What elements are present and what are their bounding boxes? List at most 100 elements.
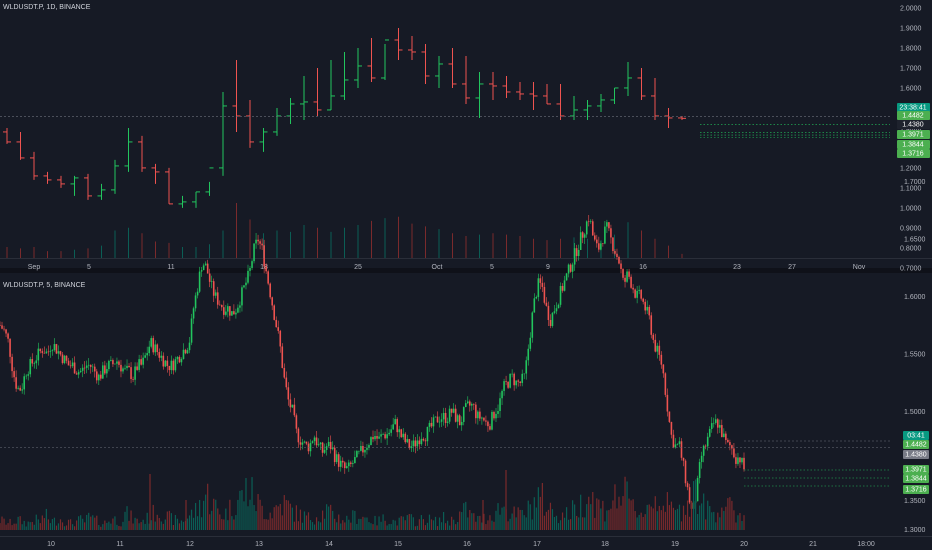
bottom-candle bbox=[452, 403, 455, 414]
candle-body bbox=[339, 460, 342, 467]
bottom-candle bbox=[110, 356, 112, 362]
bottom-volume-bar bbox=[162, 523, 164, 530]
bottom-candle bbox=[229, 306, 231, 321]
bottom-candle bbox=[124, 364, 126, 371]
candle-body bbox=[97, 374, 100, 381]
bottom-candle bbox=[714, 414, 717, 425]
bottom-candle bbox=[456, 413, 459, 429]
candle-body bbox=[198, 271, 201, 292]
bottom-volume-bar bbox=[31, 521, 33, 530]
candle-body bbox=[57, 351, 60, 354]
bottom-volume-bar bbox=[636, 517, 638, 530]
bottom-candle bbox=[348, 459, 350, 472]
bottom-candle bbox=[202, 263, 205, 271]
candle-body bbox=[23, 376, 25, 390]
bottom-volume-bar bbox=[697, 513, 699, 530]
bottom-volume-bar bbox=[317, 521, 320, 530]
candle-body bbox=[729, 442, 731, 446]
bottom-volume-bar bbox=[709, 506, 711, 530]
bottom-volume-bar bbox=[322, 510, 324, 530]
bottom-volume-bar bbox=[245, 478, 247, 530]
bottom-x-tick-label: 18:00 bbox=[857, 541, 875, 548]
bottom-x-tick-label: 16 bbox=[463, 541, 471, 548]
top-volume-bar bbox=[546, 240, 548, 258]
bottom-candle bbox=[79, 367, 82, 373]
bottom-candle bbox=[547, 301, 550, 327]
top-ohlc-bar bbox=[16, 131, 25, 160]
bottom-candle bbox=[279, 329, 282, 353]
bottom-volume-bar bbox=[144, 523, 146, 530]
bottom-volume-bar bbox=[735, 522, 737, 530]
candle-body bbox=[487, 421, 489, 427]
bottom-volume-bar bbox=[293, 521, 295, 530]
bottom-candle bbox=[180, 357, 183, 366]
candle-body bbox=[686, 483, 689, 488]
bottom-candle bbox=[523, 373, 526, 380]
bottom-candle bbox=[321, 441, 324, 457]
bottom-candle bbox=[454, 404, 457, 423]
top-ohlc-bar bbox=[624, 61, 632, 96]
top-ohlc-bar bbox=[259, 127, 268, 152]
bottom-volume-bar bbox=[701, 503, 703, 530]
candle-body bbox=[565, 273, 568, 281]
candle-body bbox=[741, 457, 743, 463]
bottom-volume-bar bbox=[378, 516, 380, 530]
bottom-volume-bar bbox=[364, 517, 366, 530]
bottom-candle bbox=[136, 362, 138, 371]
bottom-volume-bar bbox=[442, 512, 445, 530]
candle-body bbox=[598, 243, 600, 250]
bottom-candle bbox=[579, 226, 582, 250]
bottom-volume-bar bbox=[402, 516, 404, 530]
candle-body bbox=[279, 330, 282, 347]
top-volume-bar bbox=[573, 237, 575, 258]
top-y-tick-label: 1.0000 bbox=[900, 205, 922, 212]
candle-body bbox=[704, 445, 707, 447]
candle-body bbox=[547, 305, 550, 321]
bottom-candle bbox=[218, 300, 221, 306]
bottom-candle bbox=[420, 432, 423, 446]
bottom-candle bbox=[727, 438, 729, 443]
top-volume-bar bbox=[357, 225, 359, 258]
top-ohlc-bar bbox=[138, 135, 146, 172]
bottom-volume-bar bbox=[586, 504, 588, 530]
candle-body bbox=[289, 399, 292, 408]
bottom-volume-bar bbox=[678, 504, 681, 530]
bottom-volume-bar bbox=[174, 514, 177, 530]
bottom-candle bbox=[640, 289, 642, 301]
bottom-volume-bar bbox=[29, 522, 31, 530]
bottom-volume-bar bbox=[309, 520, 312, 530]
bottom-candle bbox=[313, 435, 316, 446]
bottom-volume-bar bbox=[436, 526, 439, 530]
bottom-candle bbox=[380, 429, 382, 443]
candle-body bbox=[596, 239, 598, 244]
candle-body bbox=[311, 441, 314, 443]
candle-body bbox=[295, 415, 298, 429]
bottom-candle bbox=[666, 388, 669, 417]
top-y-tick-label: 0.7000 bbox=[900, 265, 922, 272]
bottom-candle bbox=[61, 352, 64, 365]
top-y-tick-label: 1.6000 bbox=[900, 85, 922, 92]
top-volume-bar bbox=[155, 241, 156, 258]
candle-body bbox=[497, 411, 499, 414]
bottom-volume-bar bbox=[707, 500, 709, 530]
top-volume-bar bbox=[479, 234, 480, 258]
candle-body bbox=[672, 434, 675, 448]
bottom-volume-bar bbox=[737, 515, 739, 530]
candle-body bbox=[122, 368, 124, 372]
bottom-candle bbox=[162, 352, 165, 370]
top-x-tick-label: Sep bbox=[28, 264, 41, 271]
candle-body bbox=[632, 287, 634, 290]
bottom-candle bbox=[466, 396, 469, 405]
bottom-volume-bar bbox=[559, 520, 562, 530]
candle-body bbox=[333, 447, 336, 463]
bottom-candle bbox=[108, 359, 110, 372]
bottom-volume-bar bbox=[426, 522, 429, 530]
bottom-candle bbox=[721, 419, 723, 438]
bottom-volume-bar bbox=[106, 522, 108, 530]
candle-body bbox=[188, 342, 191, 351]
bottom-volume-bar bbox=[610, 508, 612, 530]
candle-body bbox=[477, 411, 479, 419]
candle-body bbox=[458, 415, 461, 426]
bottom-candle bbox=[85, 360, 88, 374]
